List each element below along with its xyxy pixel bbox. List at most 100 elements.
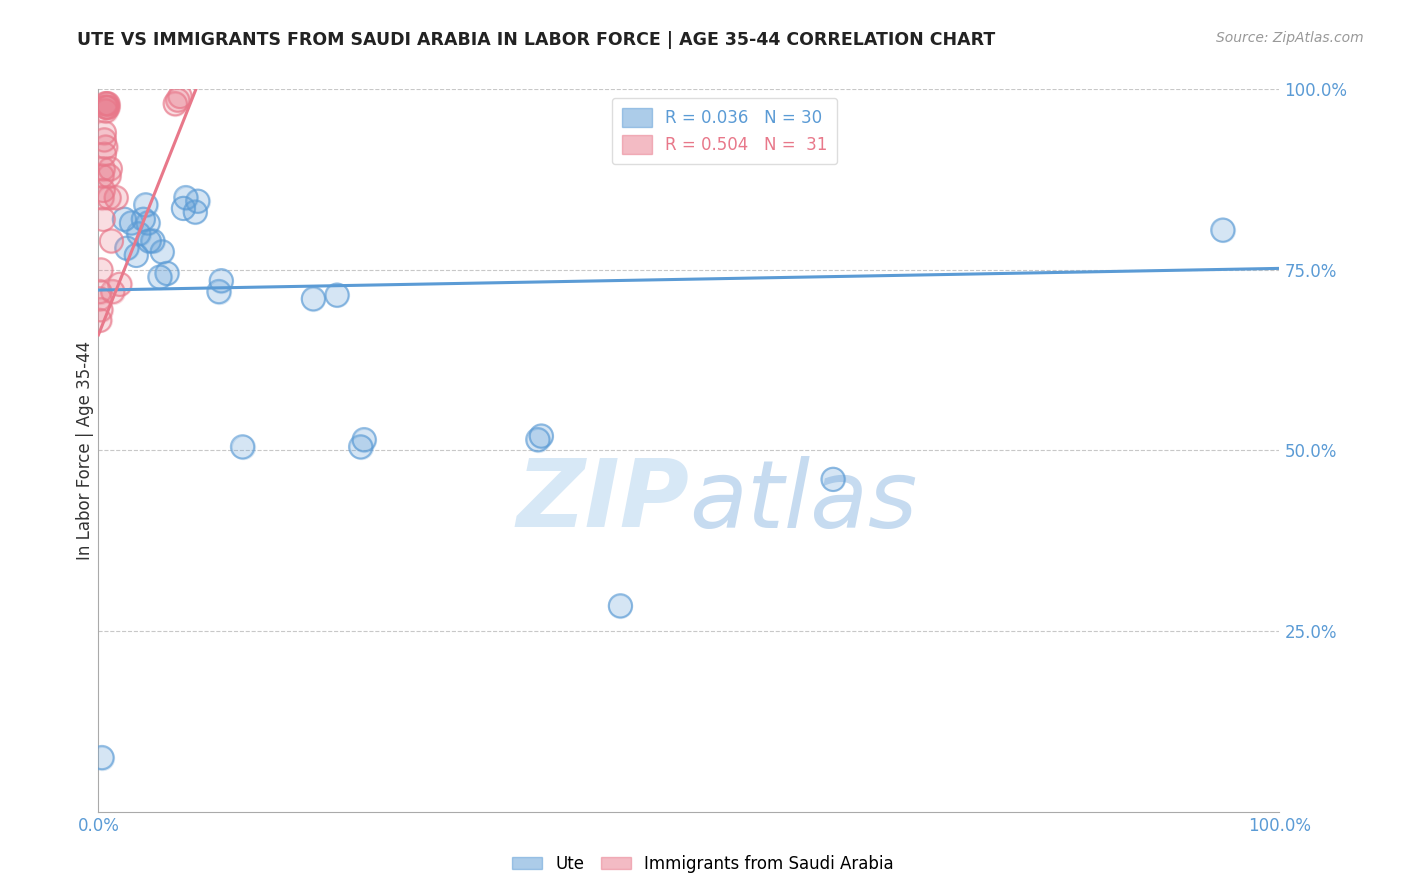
Point	[172, 202, 194, 216]
Point	[156, 267, 179, 281]
Point	[91, 750, 114, 764]
Point	[128, 227, 150, 241]
Point	[108, 277, 131, 292]
Point	[231, 440, 253, 454]
Point	[187, 194, 209, 209]
Point	[91, 191, 114, 205]
Point	[91, 191, 114, 205]
Point	[90, 262, 112, 277]
Point	[609, 599, 631, 613]
Point	[121, 216, 143, 230]
Point	[91, 212, 114, 227]
Point	[96, 100, 118, 114]
Point	[115, 241, 138, 255]
Point	[98, 169, 121, 183]
Legend: Ute, Immigrants from Saudi Arabia: Ute, Immigrants from Saudi Arabia	[505, 848, 901, 880]
Text: atlas: atlas	[689, 456, 917, 547]
Point	[94, 100, 117, 114]
Point	[89, 292, 111, 306]
Point	[91, 750, 114, 764]
Point	[184, 205, 207, 219]
Point	[208, 285, 231, 299]
Point	[94, 103, 117, 118]
Legend: R = 0.036   N = 30, R = 0.504   N =  31: R = 0.036 N = 30, R = 0.504 N = 31	[612, 97, 837, 164]
Point	[142, 234, 165, 248]
Point	[94, 96, 117, 111]
Point	[89, 292, 111, 306]
Point	[93, 126, 115, 140]
Point	[132, 212, 155, 227]
Point	[302, 292, 325, 306]
Point	[97, 96, 120, 111]
Point	[94, 100, 117, 114]
Point	[132, 212, 155, 227]
Point	[94, 96, 117, 111]
Text: UTE VS IMMIGRANTS FROM SAUDI ARABIA IN LABOR FORCE | AGE 35-44 CORRELATION CHART: UTE VS IMMIGRANTS FROM SAUDI ARABIA IN L…	[77, 31, 995, 49]
Point	[97, 96, 120, 111]
Point	[93, 133, 115, 147]
Point	[353, 433, 375, 447]
Point	[209, 274, 232, 288]
Point	[91, 183, 114, 197]
Point	[91, 183, 114, 197]
Point	[98, 161, 121, 176]
Point	[231, 440, 253, 454]
Point	[89, 285, 111, 299]
Point	[150, 244, 173, 259]
Point	[93, 147, 115, 161]
Point	[91, 161, 114, 176]
Point	[93, 133, 115, 147]
Point	[121, 216, 143, 230]
Point	[97, 100, 120, 114]
Point	[112, 212, 135, 227]
Point	[96, 96, 118, 111]
Point	[100, 234, 122, 248]
Point	[89, 285, 111, 299]
Text: ZIP: ZIP	[516, 455, 689, 547]
Text: Source: ZipAtlas.com: Source: ZipAtlas.com	[1216, 31, 1364, 45]
Point	[125, 248, 148, 262]
Point	[821, 472, 844, 486]
Point	[172, 202, 194, 216]
Point	[208, 285, 231, 299]
Point	[100, 234, 122, 248]
Point	[165, 96, 187, 111]
Point	[530, 429, 553, 443]
Point	[156, 267, 179, 281]
Point	[150, 244, 173, 259]
Point	[91, 169, 114, 183]
Point	[184, 205, 207, 219]
Point	[89, 313, 111, 327]
Point	[166, 93, 188, 107]
Point	[108, 277, 131, 292]
Point	[138, 234, 160, 248]
Point	[94, 103, 117, 118]
Point	[91, 169, 114, 183]
Point	[609, 599, 631, 613]
Point	[90, 262, 112, 277]
Point	[530, 429, 553, 443]
Point	[98, 191, 121, 205]
Point	[135, 198, 157, 212]
Point	[1212, 223, 1234, 237]
Point	[174, 191, 197, 205]
Point	[169, 89, 191, 103]
Point	[138, 234, 160, 248]
Point	[96, 100, 118, 114]
Point	[142, 234, 165, 248]
Point	[1212, 223, 1234, 237]
Point	[105, 191, 128, 205]
Point	[174, 191, 197, 205]
Y-axis label: In Labor Force | Age 35-44: In Labor Force | Age 35-44	[76, 341, 94, 560]
Point	[96, 96, 118, 111]
Point	[136, 216, 159, 230]
Point	[326, 288, 349, 302]
Point	[93, 147, 115, 161]
Point	[326, 288, 349, 302]
Point	[165, 96, 187, 111]
Point	[526, 433, 548, 447]
Point	[105, 191, 128, 205]
Point	[166, 93, 188, 107]
Point	[349, 440, 371, 454]
Point	[90, 302, 112, 317]
